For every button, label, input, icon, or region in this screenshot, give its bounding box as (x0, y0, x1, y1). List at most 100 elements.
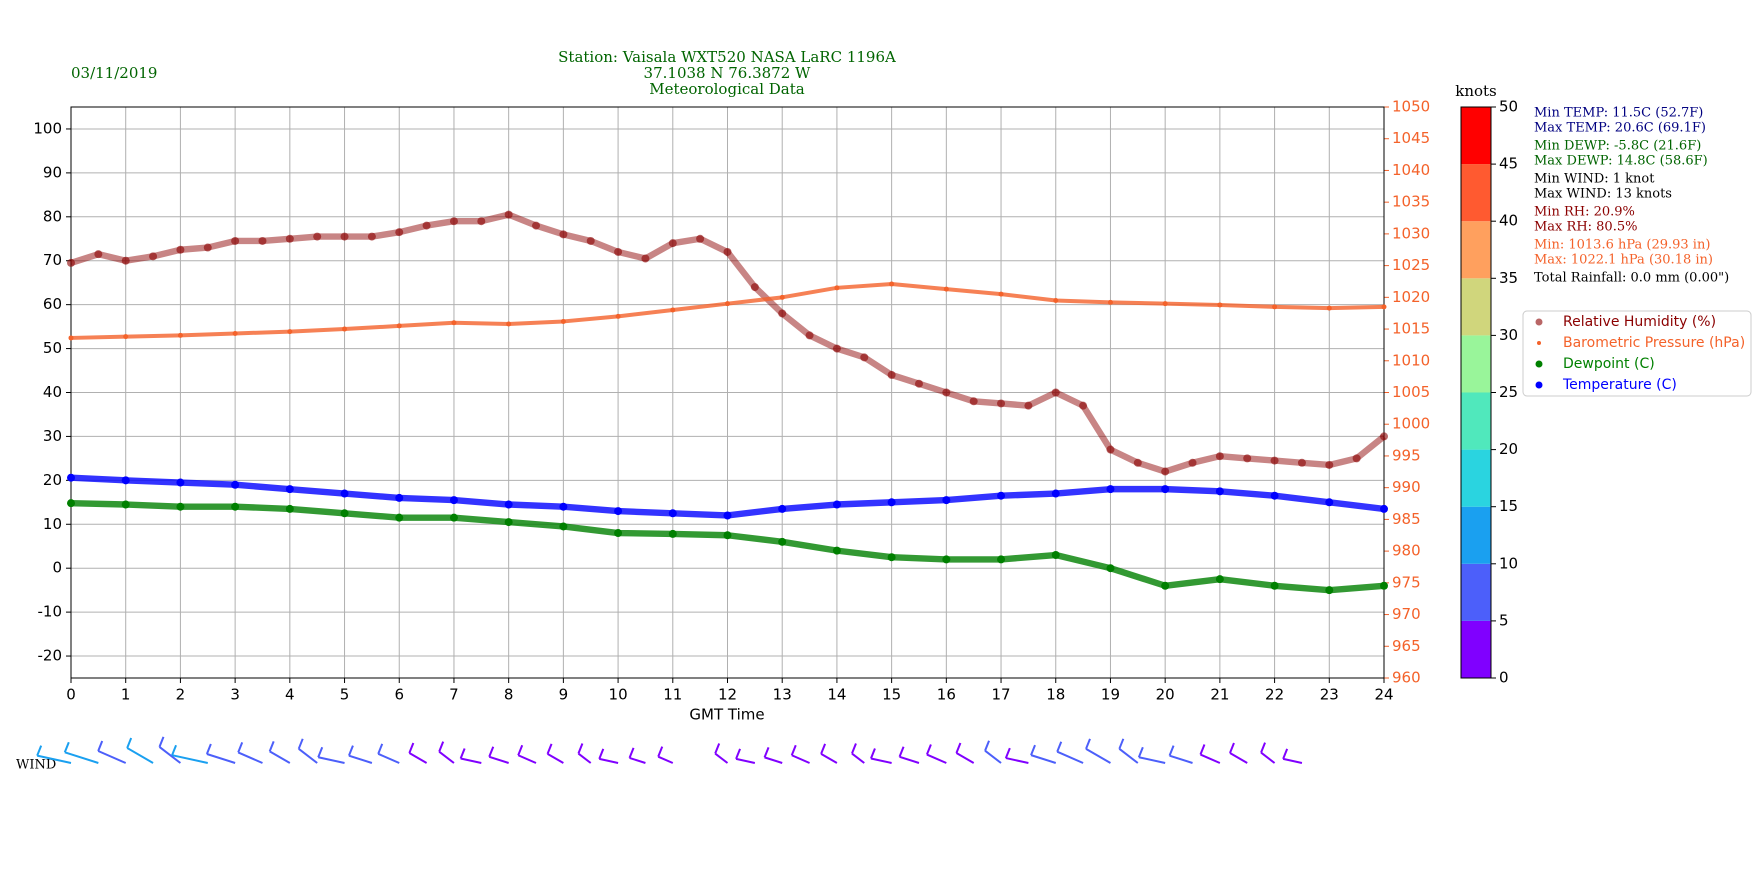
colorbar-tick-label: 0 (1499, 669, 1509, 687)
data-point (614, 247, 623, 256)
x-tick-label: 15 (882, 686, 901, 704)
data-point (668, 529, 677, 538)
data-point (1381, 304, 1387, 310)
wind-barb (171, 754, 208, 764)
wind-barb-flag (1168, 745, 1175, 757)
data-point (203, 243, 212, 252)
y-tick-label: 40 (43, 383, 62, 401)
wind-barb-flag (171, 744, 177, 756)
y2-tick-label: 1015 (1392, 320, 1430, 338)
y2-tick-label: 965 (1392, 637, 1421, 655)
data-point (231, 236, 240, 245)
stat-text: Min RH: 20.9% (1534, 205, 1635, 220)
colorbar-tick-label: 5 (1499, 611, 1509, 629)
wind-barb (1056, 750, 1084, 764)
data-point (422, 221, 431, 230)
data-point (149, 252, 158, 261)
wind-barb-flag (628, 747, 635, 759)
wind-barb-flag (297, 738, 304, 750)
data-point (395, 228, 404, 237)
data-point (942, 496, 951, 505)
data-point (1161, 467, 1170, 476)
data-point (285, 485, 294, 494)
x-tick-label: 11 (663, 686, 682, 704)
data-point (914, 379, 923, 388)
wind-barb (791, 754, 810, 764)
x-tick-label: 21 (1210, 686, 1229, 704)
chart-subtitle: Meteorological Data (649, 80, 805, 98)
data-point (342, 326, 348, 332)
data-point (641, 254, 650, 263)
data-point (451, 320, 457, 326)
colorbar-tick-label: 10 (1499, 554, 1518, 572)
y2-tick-label: 990 (1392, 478, 1421, 496)
data-point (943, 286, 949, 292)
stat-text: Total Rainfall: 0.0 mm (0.00") (1534, 271, 1729, 286)
data-point (67, 499, 75, 508)
y2-tick-label: 1040 (1392, 161, 1430, 179)
y2-tick-label: 960 (1392, 669, 1421, 687)
wind-barb (599, 757, 619, 764)
wind-barb (1169, 754, 1193, 764)
colorbar-segment (1461, 563, 1491, 621)
wind-barb-flag (1030, 744, 1036, 756)
colorbar-tick-label: 35 (1499, 269, 1518, 287)
wind-barb (64, 751, 99, 764)
data-point (396, 323, 402, 329)
wind-barb-flag (925, 744, 932, 755)
wind-barb (547, 752, 564, 764)
stat-text: Max DEWP: 14.8C (58.6F) (1534, 154, 1708, 169)
data-point (887, 370, 896, 379)
data-point (313, 232, 322, 241)
data-point (559, 502, 568, 511)
wind-barb-flag (1260, 742, 1266, 753)
data-point (287, 329, 293, 335)
wind-barb (1030, 754, 1057, 764)
wind-barb (488, 755, 509, 764)
wind-barb-flag (1118, 738, 1125, 750)
data-point (860, 353, 869, 362)
data-point (832, 546, 841, 555)
y2-tick-label: 970 (1392, 605, 1421, 623)
legend-label: Temperature (C) (1562, 377, 1677, 393)
data-point (340, 232, 349, 241)
data-point (67, 258, 75, 267)
y-tick-label: 20 (43, 471, 62, 489)
date: 03/11/2019 (71, 64, 157, 82)
wind-barb (629, 756, 646, 764)
wind-barb (577, 752, 592, 764)
data-point (1107, 299, 1113, 305)
data-point (231, 480, 240, 489)
data-point (997, 491, 1006, 500)
wind-barb-flag (488, 746, 495, 758)
data-point (942, 388, 951, 397)
wind-barb (408, 752, 428, 764)
data-point (449, 513, 458, 522)
y2-tick-label: 1005 (1392, 383, 1430, 401)
wind-barb-flag (1004, 747, 1011, 759)
colorbar-segment (1461, 392, 1491, 450)
data-point (449, 496, 458, 505)
y-tick-label: 0 (52, 559, 62, 577)
data-point (1051, 388, 1060, 397)
colorbar-segment (1461, 164, 1491, 222)
chart-title: Station: Vaisala WXT520 NASA LaRC 1196A (558, 48, 896, 66)
wind-barb-flag (348, 745, 354, 757)
y2-tick-label: 980 (1392, 542, 1421, 560)
data-point (449, 217, 458, 226)
wind-barb-flag (438, 741, 445, 753)
data-point (1270, 581, 1279, 590)
wind-barb-flag (1229, 742, 1235, 754)
y-tick-label: 10 (43, 515, 62, 533)
wind-barb-flag (377, 743, 384, 755)
colorbar-segment (1461, 221, 1491, 279)
plot-frame (70, 106, 1385, 679)
wind-barb-flag (237, 742, 244, 753)
data-point (285, 504, 294, 513)
wind-barb-flag (268, 740, 275, 752)
x-tick-label: 10 (609, 686, 628, 704)
colorbar-segment (1461, 620, 1491, 678)
wind-barb-flag (898, 746, 905, 758)
legend-label: Dewpoint (C) (1563, 356, 1655, 372)
data-point (668, 509, 677, 518)
